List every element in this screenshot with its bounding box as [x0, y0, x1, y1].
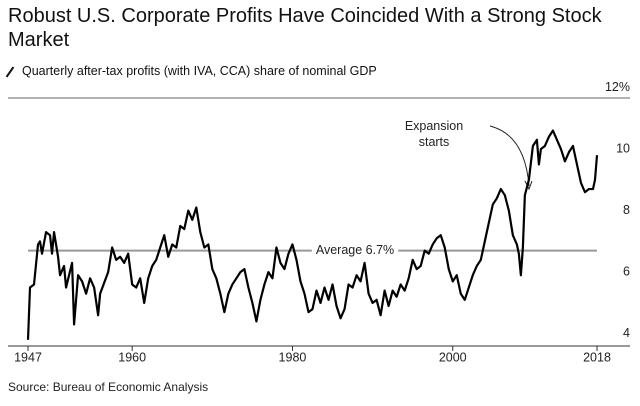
y-tick-label: 6 [623, 264, 630, 278]
x-tick-label: 2000 [439, 350, 467, 364]
annotation-arrowhead [524, 180, 533, 191]
x-tick-label: 1947 [14, 350, 42, 364]
source: Source: Bureau of Economic Analysis [8, 380, 209, 394]
annotation-arrow [489, 125, 530, 187]
chart-title: Robust U.S. Corporate Profits Have Coinc… [8, 5, 602, 51]
x-tick-label: 1980 [279, 350, 307, 364]
annotation: Expansion starts [404, 119, 464, 149]
y-tick-label: 8 [623, 203, 630, 217]
y-tick-label: 12% [605, 80, 630, 94]
data-line [26, 129, 599, 340]
y-tick-label: 4 [623, 326, 630, 340]
x-tick-label: 1960 [118, 350, 146, 364]
chart-subtitle: Quarterly after-tax profits (with IVA, C… [22, 64, 377, 78]
y-tick-label: 10 [616, 141, 630, 155]
average-label: Average 6.7% [316, 243, 394, 257]
average-label-bg [311, 241, 399, 258]
x-tick-label: 2018 [583, 350, 611, 364]
